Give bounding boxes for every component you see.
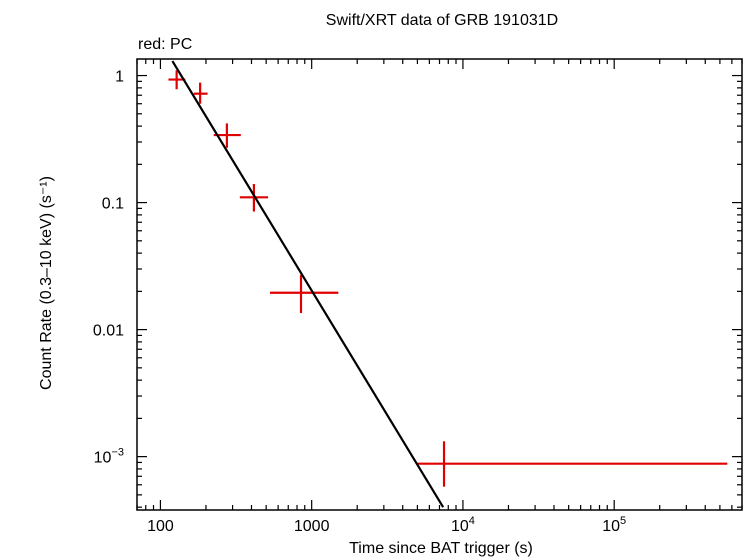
tick-labels: 100 1000 104 105 1 0.1 0.01 10−3 <box>93 69 626 535</box>
x-tick-label: 105 <box>602 515 626 535</box>
x-axis-label: Time since BAT trigger (s) <box>349 540 533 557</box>
data-point <box>416 441 728 487</box>
y-tick-label: 10−3 <box>94 447 124 467</box>
y-tick-label: 1 <box>115 69 124 86</box>
y-tick-label: 0.01 <box>93 323 124 340</box>
y-axis-label: Count Rate (0.3–10 keV) (s⁻¹) <box>38 176 55 390</box>
data-point <box>193 82 208 104</box>
axis-ticks <box>136 59 743 510</box>
model-segment <box>171 60 445 508</box>
y-tick-label: 0.1 <box>102 196 124 213</box>
data-point <box>269 274 339 314</box>
x-tick-label: 104 <box>451 515 475 535</box>
x-tick-label: 1000 <box>294 518 330 535</box>
data-point <box>239 184 269 212</box>
chart-title: Swift/XRT data of GRB 191031D <box>326 12 558 29</box>
data-points <box>168 70 728 487</box>
model-line <box>171 60 445 508</box>
plot-frame <box>136 58 743 511</box>
x-tick-label: 100 <box>147 518 174 535</box>
chart-subtitle: red: PC <box>138 36 192 53</box>
